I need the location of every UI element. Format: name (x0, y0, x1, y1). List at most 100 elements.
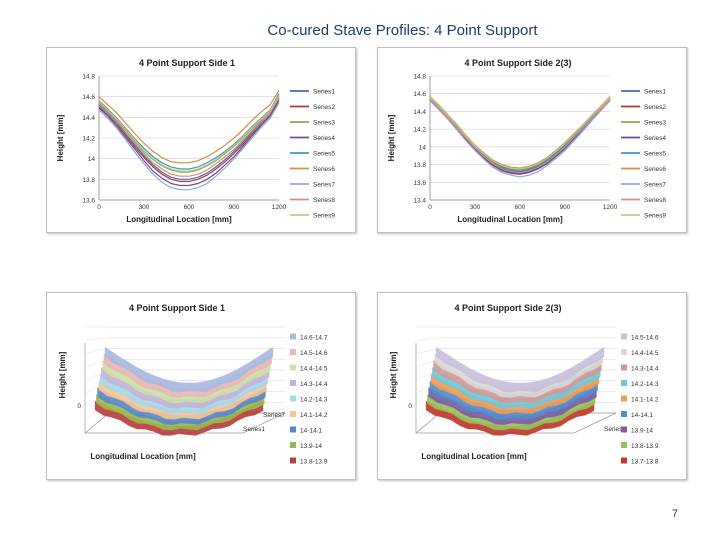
slide-title: Co-cured Stave Profiles: 4 Point Support (267, 22, 538, 39)
legend-label: 14.5-14.6 (631, 335, 659, 342)
legend-swatch (621, 411, 627, 417)
y-tick-label: 13.4 (413, 198, 426, 205)
depth-axis-label: Series1 (243, 426, 265, 433)
y-tick-label: 14.4 (82, 115, 95, 122)
y-tick-label: 13.8 (413, 162, 426, 169)
legend-label: Series2 (644, 104, 666, 111)
legend-label: 13.8-13.9 (300, 459, 328, 466)
legend-label: 13.8-13.9 (631, 443, 659, 450)
legend-swatch (621, 364, 627, 371)
legend-swatch (621, 380, 627, 386)
depth-axis-label: Series7 (263, 412, 285, 419)
legend-label: Series3 (313, 120, 335, 127)
legend-label: 14.4-14.5 (300, 366, 328, 373)
z-zero-label: 0 (77, 403, 81, 410)
x-tick-label: 0 (97, 204, 101, 211)
legend-swatch (290, 333, 296, 340)
legend-label: Series2 (313, 104, 335, 111)
legend-swatch (621, 426, 627, 433)
series-line-series6 (98, 90, 280, 164)
legend-label: 14.6-14.7 (300, 335, 328, 342)
series-line-series2 (98, 98, 280, 182)
chart-panel-side1-surface: 4 Point Support Side 1 0 Series7 Series1 Hei… (46, 292, 356, 480)
chart-panel-side2-surface: 4 Point Support Side 2(3) 0 Series1 Height … (377, 292, 687, 480)
y-tick-label: 14.6 (413, 91, 426, 98)
series-line-series8 (429, 98, 611, 174)
series-line-series3 (429, 96, 611, 171)
y-axis-label: Height [mm] (389, 351, 398, 398)
legend-label: 14.2-14.3 (631, 381, 659, 388)
legend-label: 14.4-14.5 (631, 350, 659, 357)
series-line-series6 (429, 95, 611, 169)
series-line-series8 (98, 97, 280, 177)
legend-label: Series5 (644, 151, 666, 158)
legend-label: Series8 (313, 197, 335, 204)
series-line-series4 (429, 99, 611, 175)
z-zero-label: 0 (408, 403, 412, 410)
legend-label: 14.1-14.2 (631, 397, 659, 404)
legend-label: Series9 (644, 213, 666, 220)
depth-axis-label: Series1 (604, 426, 626, 433)
y-axis-label: Height [mm] (56, 114, 65, 161)
legend-swatch (290, 364, 296, 371)
series-line-series9 (98, 95, 280, 172)
x-tick-label: 600 (184, 204, 195, 211)
x-axis-label: Longitudinal Location [mm] (457, 215, 563, 224)
legend-label: Series4 (644, 135, 666, 142)
y-tick-label: 14 (88, 156, 96, 163)
legend-swatch (621, 442, 627, 448)
x-tick-label: 0 (428, 204, 432, 211)
series-line-series1 (429, 97, 611, 173)
legend-label: 14.3-14.4 (631, 366, 659, 373)
legend-swatch (290, 457, 296, 464)
y-tick-label: 14.8 (413, 74, 426, 81)
legend-swatch (621, 395, 627, 402)
x-axis-label: Longitudinal Location [mm] (421, 452, 527, 461)
legend-swatch (290, 380, 296, 386)
legend-swatch (621, 333, 627, 340)
y-tick-label: 14.6 (82, 94, 95, 101)
x-tick-label: 300 (139, 204, 150, 211)
chart-title: 4 Point Support Side 2(3) (454, 303, 561, 313)
chart-title: 4 Point Support Side 1 (129, 303, 225, 313)
series-line-series5 (429, 97, 611, 172)
legend-label: 14.1-14.2 (300, 412, 328, 419)
series-line-series2 (429, 98, 611, 175)
x-tick-label: 900 (560, 204, 571, 211)
x-tick-label: 1200 (603, 204, 618, 211)
y-tick-label: 14.8 (82, 74, 95, 81)
legend-label: 14-14.1 (631, 412, 653, 419)
legend-label: Series5 (313, 151, 335, 158)
legend-swatch (621, 349, 627, 355)
legend-label: 14.3-14.4 (300, 381, 328, 388)
legend-label: Series9 (313, 213, 335, 220)
legend-swatch (290, 411, 296, 417)
legend-label: 13.9-14 (631, 428, 653, 435)
series-line-series9 (429, 96, 611, 170)
series-line-series5 (98, 93, 280, 170)
chart-title: 4 Point Support Side 2(3) (464, 58, 571, 68)
y-axis-label: Height [mm] (387, 114, 396, 161)
legend-label: 13.7-13.8 (631, 459, 659, 466)
legend-label: 14.2-14.3 (300, 397, 328, 404)
legend-label: Series8 (644, 197, 666, 204)
legend-label: 14.5-14.6 (300, 350, 328, 357)
legend-label: Series1 (313, 89, 335, 96)
surface-band-14.5-14.6 (435, 346, 605, 393)
series-line-series7 (98, 102, 280, 191)
series-line-series4 (98, 100, 280, 187)
series-line-series3 (98, 96, 280, 173)
legend-label: Series4 (313, 135, 335, 142)
y-tick-label: 13.6 (82, 198, 95, 205)
legend-label: Series3 (644, 120, 666, 127)
legend-swatch (290, 426, 296, 433)
y-tick-label: 14.4 (413, 109, 426, 116)
legend-swatch (290, 395, 296, 402)
gridline (415, 337, 441, 341)
legend-swatch (290, 349, 296, 355)
x-tick-label: 600 (515, 204, 526, 211)
x-tick-label: 300 (470, 204, 481, 211)
series-line-series1 (98, 96, 280, 180)
legend-label: Series7 (644, 182, 666, 189)
y-tick-label: 14.2 (413, 127, 426, 134)
